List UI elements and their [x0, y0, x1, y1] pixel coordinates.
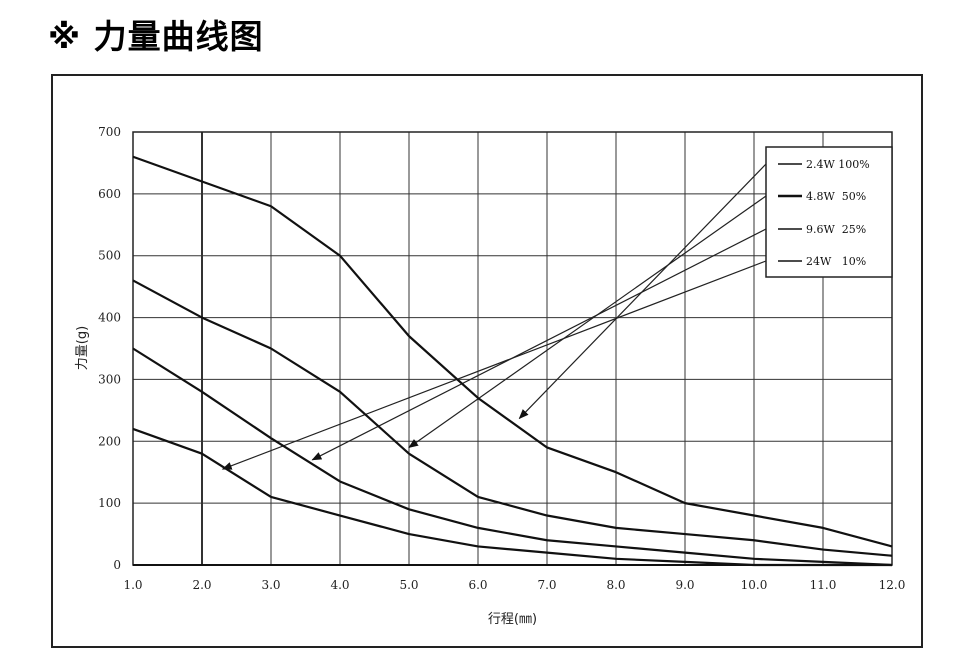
y-tick-label: 300 — [98, 372, 121, 386]
y-tick-label: 200 — [98, 434, 121, 448]
callout-arrow — [221, 260, 767, 470]
chart-frame — [51, 74, 923, 648]
x-tick-label: 11.0 — [810, 578, 837, 592]
x-tick-label: 5.0 — [399, 578, 418, 592]
x-tick-label: 10.0 — [741, 578, 768, 592]
y-tick-label: 500 — [98, 249, 121, 263]
legend-entry: 9.6W 25% — [806, 223, 866, 236]
x-tick-label: 4.0 — [330, 578, 349, 592]
callout-arrow — [408, 195, 767, 449]
x-tick-label: 7.0 — [537, 578, 556, 592]
x-axis-label: 行程(㎜) — [488, 612, 537, 627]
series-line — [132, 279, 893, 557]
series-line — [132, 155, 893, 548]
x-tick-label: 6.0 — [468, 578, 487, 592]
y-tick-label: 0 — [113, 558, 121, 572]
x-tick-label: 1.0 — [123, 578, 142, 592]
x-tick-label: 8.0 — [606, 578, 625, 592]
x-tick-label: 2.0 — [192, 578, 211, 592]
legend: 2.4W 100% 4.8W 50% 9.6W 25% 24W 10% — [765, 146, 893, 278]
y-tick-label: 100 — [98, 496, 121, 510]
legend-entry: 24W 10% — [806, 255, 866, 268]
y-tick-label: 600 — [98, 187, 121, 201]
legend-box — [765, 146, 893, 278]
series-lines — [132, 155, 893, 567]
legend-callouts — [221, 163, 767, 470]
legend-entry: 4.8W 50% — [806, 190, 866, 203]
x-tick-label: 9.0 — [675, 578, 694, 592]
callout-arrow — [311, 228, 767, 461]
x-tick-label: 12.0 — [879, 578, 906, 592]
y-tick-label: 700 — [98, 125, 121, 139]
y-axis-label: 力量(g) — [75, 326, 90, 370]
series-line — [132, 347, 893, 567]
tick-labels: 1.0 2.0 3.0 4.0 5.0 6.0 7.0 8.0 9.0 10.0 11.0 12.0 0… — [98, 125, 905, 592]
legend-entry: 2.4W 100% — [806, 158, 870, 171]
series-line — [132, 427, 892, 567]
y-tick-label: 400 — [98, 311, 121, 325]
page-title: ※ 力量曲线图 — [48, 17, 264, 56]
x-tick-label: 3.0 — [261, 578, 280, 592]
